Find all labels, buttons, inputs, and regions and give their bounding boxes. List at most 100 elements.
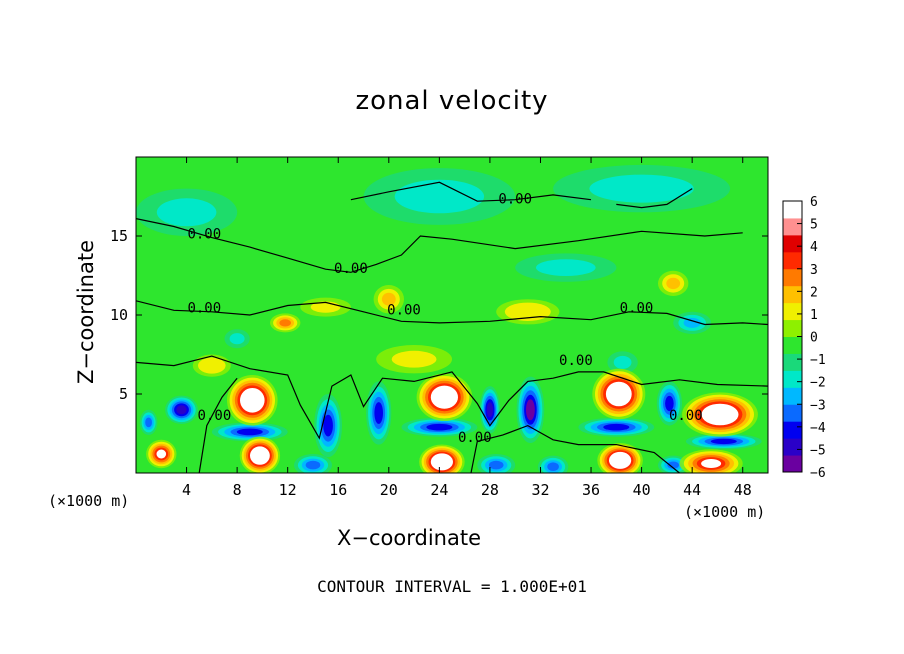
x-tick-label: 16	[329, 481, 347, 499]
x-tick-label: 40	[633, 481, 651, 499]
y-tick-label: 15	[110, 227, 128, 245]
field-blob	[589, 174, 694, 203]
field-blob	[426, 423, 453, 431]
field-blob	[613, 355, 632, 369]
contour-label: 0.00	[187, 226, 221, 242]
x-tick-label: 32	[531, 481, 549, 499]
zero-contour-line	[470, 424, 680, 473]
x-axis-label: X−coordinate	[337, 526, 481, 550]
x-unit-label-left: (×1000 m)	[48, 492, 130, 510]
field-blob	[701, 459, 722, 468]
colorbar-tick-label: 3	[810, 263, 818, 278]
colorbar-swatch	[783, 319, 802, 337]
field-blob	[305, 460, 321, 470]
zero-contour-line	[198, 377, 238, 473]
field-blob	[486, 402, 494, 418]
field-blob	[547, 462, 559, 472]
colorbar-swatch	[783, 404, 802, 422]
x-tick-label: 48	[734, 481, 752, 499]
y-axis: 5 10 15	[110, 227, 768, 403]
field-blob	[279, 319, 292, 327]
colorbar-swatch	[783, 234, 802, 253]
colorbar-swatch	[783, 455, 802, 473]
field-blob	[374, 402, 384, 424]
field-blob	[203, 360, 221, 371]
colorbar-swatch	[783, 421, 802, 439]
field-blob	[536, 259, 596, 276]
contour-labels: 0.00 0.00 0.00 0.00 0.00 0.00 0.00 0.00 0.00 0.00	[187, 192, 702, 447]
x-unit-label-right: (×1000 m)	[684, 503, 766, 521]
colorbar-swatch	[783, 302, 802, 321]
colorbar-swatch	[783, 268, 802, 287]
colorbar-swatch	[783, 285, 802, 304]
zero-contour-line	[136, 300, 768, 326]
colorbar-tick-label: −4	[810, 421, 826, 436]
field-blob	[683, 317, 701, 328]
x-tick-label: 28	[481, 481, 499, 499]
chart-title: zonal velocity	[355, 86, 549, 116]
field-blob	[710, 438, 737, 445]
contour-label: 0.00	[559, 353, 593, 369]
field-blob	[667, 461, 679, 469]
colorbar-tick-label: −2	[810, 376, 826, 391]
contour-label: 0.00	[334, 261, 368, 277]
colorbar-swatch	[783, 353, 802, 371]
colorbar-swatch	[783, 370, 802, 388]
field-blob	[709, 408, 731, 421]
field-blob	[488, 460, 504, 470]
x-tick-label: 44	[683, 481, 701, 499]
field-blob	[145, 417, 153, 428]
zero-contour-line	[136, 355, 768, 440]
colorbar-swatch	[783, 387, 802, 405]
field-blob	[254, 450, 266, 461]
zero-contour-line	[136, 218, 743, 273]
contour-label: 0.00	[669, 408, 703, 424]
colorbar-tick-label: 4	[810, 240, 818, 255]
contour-interval-note: CONTOUR INTERVAL = 1.000E+01	[317, 577, 587, 596]
zero-contour-line	[350, 181, 592, 202]
contour-label: 0.00	[387, 302, 421, 318]
field-blob	[391, 350, 437, 368]
y-axis-label: Z−coordinate	[74, 240, 98, 384]
x-axis: 4 8 12 16 20 24 28 32 36 40 44 48	[182, 157, 752, 499]
field-blob	[323, 414, 333, 437]
colorbar-swatch	[783, 438, 802, 456]
colorbar-tick-label: 0	[810, 331, 818, 346]
x-tick-label: 20	[380, 481, 398, 499]
field-blob	[156, 449, 167, 459]
colorbar-swatch	[783, 336, 802, 354]
field-blob	[611, 386, 627, 402]
contour-label: 0.00	[620, 301, 654, 317]
zero-contours	[136, 181, 768, 473]
y-tick-label: 10	[110, 306, 128, 324]
contour-label: 0.00	[458, 430, 492, 446]
contour-label: 0.00	[187, 301, 221, 317]
field-blob	[666, 277, 681, 290]
colorbar-tick-label: −6	[810, 466, 826, 481]
colorbar-swatch	[783, 251, 802, 270]
y-tick-label: 5	[119, 385, 128, 403]
colorbar-tick-label: 1	[810, 308, 818, 323]
colorbar-tick-label: 5	[810, 218, 818, 233]
colorbar-tick-label: −1	[810, 353, 826, 368]
contour-label: 0.00	[198, 408, 232, 424]
colorbar-tick-label: −5	[810, 443, 826, 458]
field-blob	[526, 399, 535, 421]
x-tick-label: 36	[582, 481, 600, 499]
field-blob	[381, 292, 396, 306]
field-blob	[229, 333, 245, 345]
field-blob	[156, 198, 217, 227]
x-tick-label: 8	[233, 481, 242, 499]
x-tick-label: 24	[430, 481, 448, 499]
zero-contour-line	[616, 188, 693, 209]
field-blob	[665, 395, 674, 412]
velocity-field	[136, 164, 762, 473]
field-blob	[394, 179, 485, 214]
colorbar: 6 5 4 3 2 1 0 −1 −2 −3 −4 −5 −6	[782, 195, 826, 481]
field-blob	[176, 405, 187, 415]
field-blob	[513, 306, 543, 318]
colorbar-tick-label: 6	[810, 195, 818, 210]
colorbar-tick-label: −3	[810, 398, 826, 413]
field-blob	[436, 390, 453, 404]
